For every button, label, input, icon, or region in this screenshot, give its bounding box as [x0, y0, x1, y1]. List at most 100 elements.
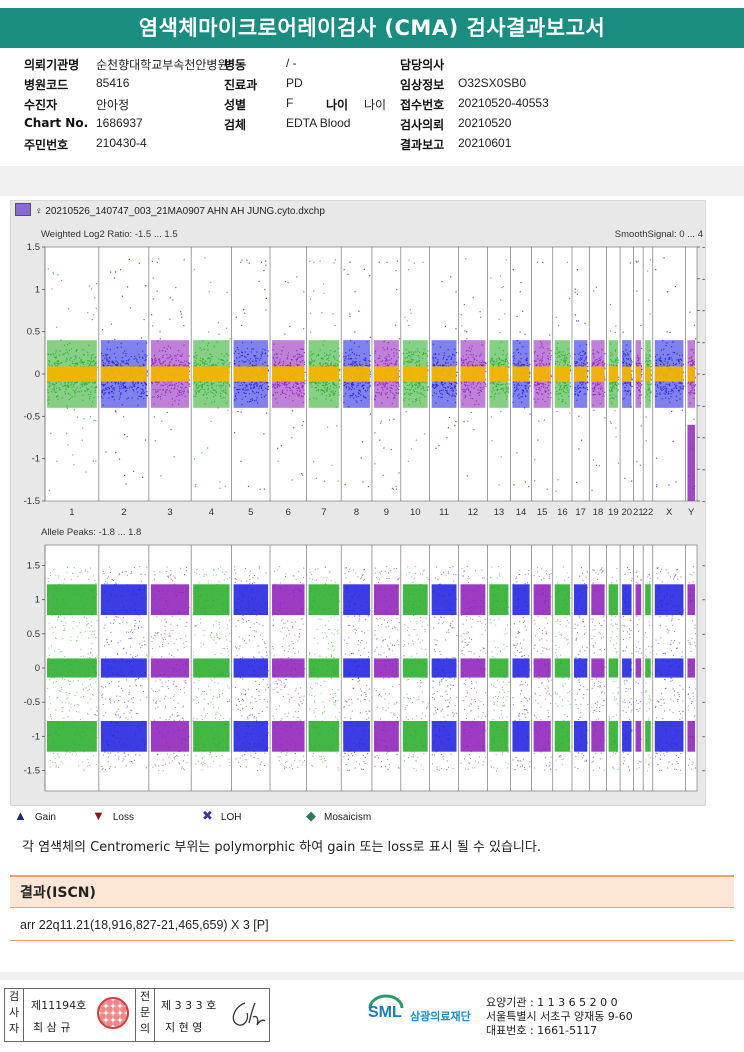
signal-tick-label: - 0.5 — [702, 464, 705, 475]
chromosome-label: 16 — [557, 507, 568, 518]
signal-tick-label: - 3.5 — [702, 274, 705, 285]
patient-field-label: 주민번호 — [24, 138, 69, 152]
allele-plot-title: Allele Peaks: -1.8 ... 1.8 — [41, 527, 141, 538]
chromosome-segment-19 — [606, 247, 620, 791]
chromosome-label: 22 — [643, 507, 654, 518]
org-info-line: 서울특별시 서초구 양재동 9-60 — [486, 1010, 633, 1023]
report-title: 염색체마이크로어레이검사 (CMA) 검사결과보고서 — [0, 8, 744, 48]
mosaicism-icon: ◆ — [306, 808, 316, 823]
legend-label: Mosaicism — [324, 812, 372, 823]
chart-panel: ♀ 20210526_140747_003_21MA0907 AHN AH JU… — [10, 200, 706, 806]
chromosome-segment-13 — [487, 247, 510, 791]
chromosome-label: 17 — [575, 507, 586, 518]
allele-tick-label: 1 — [35, 595, 40, 606]
chromosome-segment-3 — [148, 247, 191, 791]
allele-tick-label: 0 — [35, 663, 40, 674]
loss-icon: ▼ — [92, 808, 105, 823]
chart-file-header: ♀ 20210526_140747_003_21MA0907 AHN AH JU… — [15, 203, 325, 217]
ratio-plot-title: Weighted Log2 Ratio: -1.5 ... 1.5 — [41, 229, 178, 240]
chromosome-segment-10 — [400, 247, 429, 791]
chromosome-label: 6 — [286, 507, 291, 518]
file-icon — [15, 203, 31, 216]
examiner-seal — [97, 997, 129, 1029]
ratio-tick-label: 0.5 — [27, 327, 40, 338]
patient-field-value: EDTA Blood — [286, 116, 351, 130]
chromosome-segment-8 — [340, 247, 371, 791]
chromosome-label: 8 — [354, 507, 359, 518]
allele-right-tick-label: - 0.5 — [702, 629, 705, 640]
patient-field-value: 순천향대학교부속천안병원 — [96, 58, 229, 72]
chart-file-name: ♀ 20210526_140747_003_21MA0907 AHN AH JU… — [35, 206, 325, 217]
chromosome-label: 4 — [209, 507, 214, 518]
chromosome-label: 3 — [167, 507, 172, 518]
specialist-signature — [232, 1002, 266, 1026]
chromosome-label: 2 — [121, 507, 126, 518]
ratio-tick-label: 1 — [35, 284, 40, 295]
signal-tick-label: - 3 — [702, 306, 705, 317]
allele-tick-label: -1.5 — [24, 766, 40, 777]
chromosome-label: 18 — [593, 507, 604, 518]
chromosome-segment-15 — [531, 247, 552, 791]
chromosome-label: 10 — [410, 507, 421, 518]
chromosome-segment-12 — [458, 247, 487, 791]
patient-field-label: 성별 — [224, 98, 247, 112]
org-info: 요양기관 : 1 1 3 6 5 2 0 0 서울특별시 서초구 양재동 9-60… — [486, 996, 633, 1038]
chromosome-segment-5 — [231, 247, 270, 791]
legend-label: Loss — [112, 812, 134, 823]
chromosome-segment-18 — [588, 247, 606, 791]
chromosome-label: 21 — [633, 507, 644, 518]
patient-field-value: 1686937 — [96, 116, 143, 130]
chromosome-label: Y — [688, 507, 695, 518]
chromosome-label: 5 — [248, 507, 253, 518]
patient-field-value: 나이 — [364, 98, 387, 112]
signal-tick-label: - 1.5 — [702, 401, 705, 412]
ratio-tick-label: 0 — [35, 369, 40, 380]
patient-field-value: 20210601 — [458, 136, 512, 150]
chromosome-segment-17 — [571, 247, 589, 791]
patient-field-label: 병원코드 — [24, 78, 69, 92]
org-info-line: 요양기관 : 1 1 3 6 5 2 0 0 — [486, 996, 618, 1009]
patient-field-label: Chart No. — [24, 116, 89, 130]
patient-field-label: 접수번호 — [400, 98, 445, 112]
gain-icon: ▲ — [14, 808, 27, 823]
patient-field-value: 210430-4 — [96, 136, 147, 150]
smooth-signal-title: SmoothSignal: 0 ... 4 — [615, 229, 703, 240]
patient-field-value: 안아정 — [96, 98, 130, 112]
ratio-tick-label: -1.5 — [24, 496, 40, 507]
allele-tick-label: -0.5 — [24, 697, 40, 708]
chromosome-label: 20 — [622, 507, 633, 518]
sml-logo — [368, 994, 404, 1009]
chromosome-segment-22 — [642, 247, 652, 791]
examiner-name: 최 삼 규 — [33, 1021, 71, 1034]
chromosome-segment-20 — [619, 247, 633, 791]
patient-field-label: 임상정보 — [400, 78, 445, 92]
patient-field-value: F — [286, 96, 294, 110]
patient-field-label: 결과보고 — [400, 138, 445, 152]
allele-tick-label: -1 — [32, 731, 40, 742]
chromosome-label: 12 — [468, 507, 479, 518]
legend-item-loh: ✖ LOH — [202, 808, 241, 824]
legend-item-loss: ▼ Loss — [92, 808, 134, 823]
loh-icon: ✖ — [202, 808, 213, 823]
chromosome-segment-X — [652, 247, 685, 791]
chromosome-segment-21 — [633, 247, 643, 791]
chromosome-label: X — [666, 507, 673, 518]
chromosome-label: 9 — [384, 507, 389, 518]
signal-tick-label: - 0 — [702, 496, 705, 507]
examiner-number: 제11194호 — [31, 999, 87, 1012]
chromosome-segment-1 — [44, 247, 98, 791]
chart-svg: Weighted Log2 Ratio: -1.5 ... 1.5 SmoothS… — [24, 229, 705, 792]
chromosome-label: 7 — [321, 507, 326, 518]
patient-field-value: 85416 — [96, 76, 130, 90]
chromosome-label: 14 — [516, 507, 527, 518]
patient-field-label: 나이 — [326, 98, 349, 112]
chromosome-label: 19 — [608, 507, 619, 518]
org-name: 삼광의료재단 — [410, 1010, 471, 1023]
chromosome-segment-2 — [98, 247, 148, 791]
chromosome-label: 11 — [439, 507, 449, 518]
patient-field-label: 검체 — [224, 118, 247, 132]
patient-info-table: 의뢰기관명 순천향대학교부속천안병원 병동 / - 담당의사 병원코드 85416 진료과 PD… — [0, 50, 744, 167]
